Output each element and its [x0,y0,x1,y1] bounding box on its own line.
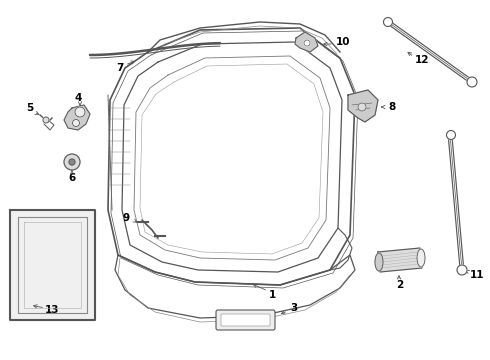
Text: 9: 9 [123,213,130,223]
Text: 8: 8 [388,102,395,112]
Circle shape [446,131,456,140]
Text: 7: 7 [116,63,123,73]
Circle shape [64,154,80,170]
Text: 2: 2 [396,280,404,290]
Text: 13: 13 [45,305,59,315]
Polygon shape [10,210,95,320]
Text: 12: 12 [415,55,430,65]
Text: 11: 11 [470,270,485,280]
Text: 4: 4 [74,93,82,103]
Circle shape [69,159,75,165]
Text: 5: 5 [26,103,34,113]
Text: 3: 3 [290,303,297,313]
Text: 10: 10 [336,37,350,47]
Circle shape [467,77,477,87]
Ellipse shape [417,249,425,267]
FancyBboxPatch shape [216,310,275,330]
Circle shape [384,18,392,27]
Circle shape [304,40,310,46]
Polygon shape [348,90,378,122]
Polygon shape [64,105,90,130]
FancyBboxPatch shape [221,314,270,326]
Circle shape [43,117,49,123]
Circle shape [358,103,366,111]
Circle shape [75,107,85,117]
Circle shape [457,265,467,275]
Ellipse shape [375,253,383,271]
Circle shape [73,120,79,126]
Polygon shape [295,32,318,52]
Text: 6: 6 [69,173,75,183]
Text: 1: 1 [269,290,275,300]
Polygon shape [378,248,422,272]
